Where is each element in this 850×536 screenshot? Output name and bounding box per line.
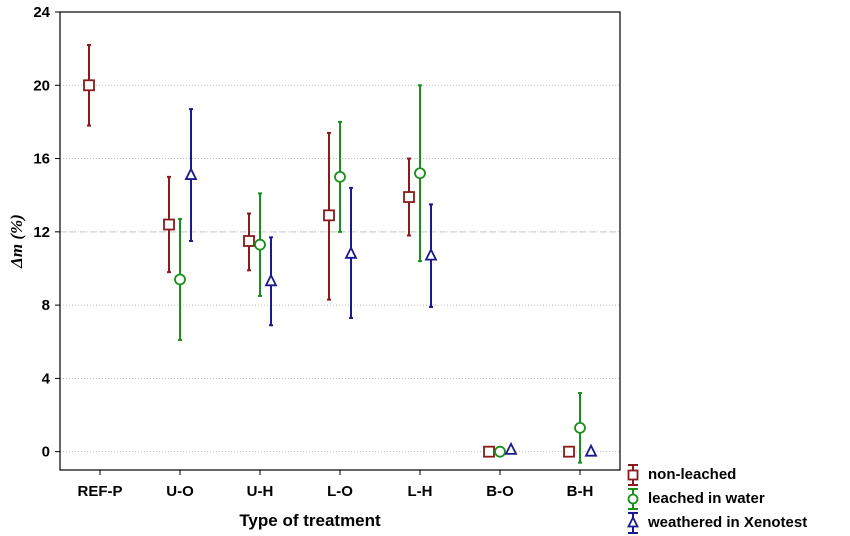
marker-circle (627, 493, 639, 505)
x-tick-label: L-H (408, 483, 433, 500)
marker-square (403, 191, 415, 203)
marker-triangle (424, 247, 438, 261)
marker-triangle (584, 443, 598, 457)
legend-entry: non-leached (627, 464, 736, 486)
series-0 (83, 43, 575, 458)
y-tick-label: 8 (42, 297, 50, 314)
legend-label: weathered in Xenotest (647, 514, 807, 531)
marker-circle (174, 273, 186, 286)
x-tick-label: B-H (567, 483, 594, 500)
x-axis-label: Type of treatment (239, 511, 381, 530)
marker-square (163, 218, 175, 231)
x-axis: REF-P U-O U-H L-O L-H B-O B-H (78, 470, 594, 500)
y-axis-label: Δm (%) (7, 214, 26, 269)
marker-circle (494, 445, 506, 458)
series-2 (184, 108, 598, 457)
marker-circle (334, 170, 346, 183)
marker-circle (254, 238, 266, 251)
x-tick-label: REF-P (78, 483, 123, 500)
data-marks (83, 43, 598, 464)
x-tick-label: U-H (247, 483, 274, 500)
marker-triangle (504, 441, 518, 455)
marker-square (483, 445, 495, 458)
marker-triangle (627, 515, 639, 528)
legend-label: non-leached (648, 466, 736, 483)
y-tick-label: 20 (33, 77, 50, 94)
marker-circle (574, 421, 586, 434)
marker-triangle (184, 167, 198, 180)
y-tick-label: 16 (33, 151, 50, 168)
plot-frame (59, 11, 621, 471)
marker-square (323, 209, 335, 222)
marker-square (83, 79, 95, 92)
y-tick-label: 12 (33, 224, 50, 241)
y-tick-label: 4 (42, 370, 51, 387)
x-tick-label: U-O (166, 483, 194, 500)
marker-triangle (264, 273, 278, 287)
marker-square (563, 445, 575, 458)
marker-square (243, 235, 255, 247)
legend-entry: weathered in Xenotest (627, 512, 807, 534)
legend-label: leached in water (648, 490, 765, 507)
marker-square (627, 469, 639, 481)
legend: non-leached leached in water weathered in … (627, 464, 807, 534)
x-tick-label: B-O (486, 483, 514, 500)
legend-entry: leached in water (627, 488, 765, 510)
x-tick-label: L-O (327, 483, 353, 500)
marker-triangle (344, 245, 358, 259)
y-axis: 0 4 8 12 16 20 24 (33, 4, 60, 461)
marker-circle (414, 167, 426, 180)
y-tick-label: 24 (33, 4, 50, 21)
series-1 (174, 84, 586, 464)
y-tick-label: 0 (42, 444, 50, 461)
